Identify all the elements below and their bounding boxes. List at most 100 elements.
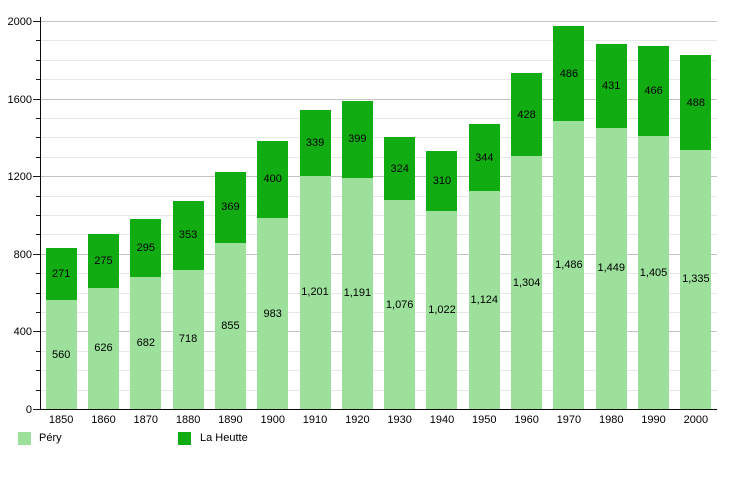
bar-segment-péry-1920: 1,191 [341,177,373,409]
y-tick-1500 [36,118,40,119]
bar-value-label: 1,124 [470,293,499,306]
bar-segment-péry-1850: 560 [45,300,77,409]
bar-value-label: 983 [263,307,282,320]
bar-value-label: 1,191 [343,287,372,300]
minor-gridline-1900 [40,40,717,42]
y-tick-600 [36,292,40,294]
y-axis-label-2000: 2000 [7,16,32,28]
x-axis-label-1860: 1860 [91,414,116,426]
bar-segment-la-heutte-1910: 339 [299,110,331,176]
bar-value-label: 626 [94,342,113,355]
bar-value-label: 399 [348,133,367,146]
bar-segment-la-heutte-1900: 400 [257,140,289,219]
bar-segment-la-heutte-1880: 353 [172,201,204,270]
x-axis-label-1880: 1880 [175,414,201,426]
bar-segment-péry-1900: 983 [257,218,289,409]
legend-label-pery: Péry [39,432,62,444]
x-axis-label-1970: 1970 [556,414,582,426]
bar-segment-péry-1870: 682 [130,276,162,409]
minor-gridline-500 [40,312,717,313]
x-axis-label-1960: 1960 [514,414,539,426]
x-axis-label-1870: 1870 [133,414,159,426]
bar-value-label: 1,405 [639,266,668,279]
y-axis-line [40,17,41,409]
bar-value-label: 310 [432,174,452,187]
x-axis-label-1940: 1940 [429,414,455,426]
y-tick-100 [36,389,40,391]
y-axis-label-800: 800 [13,248,32,261]
bar-segment-la-heutte-1990: 466 [638,46,670,137]
bar-segment-la-heutte-2000: 488 [680,55,712,150]
x-axis-label-1980: 1980 [598,414,624,426]
bar-segment-péry-1860: 626 [87,287,119,409]
x-axis-label-2000: 2000 [683,414,709,426]
bar-value-label: 1,022 [428,303,456,316]
bar-segment-péry-1990: 1,405 [638,136,670,409]
bar-value-label: 339 [305,137,325,150]
bar-value-label: 682 [136,336,155,349]
y-tick-500 [36,312,40,313]
y-tick-900 [36,234,40,236]
bar-value-label: 295 [136,242,155,255]
y-tick-200 [36,370,40,372]
bar-value-label: 560 [51,348,71,361]
y-axis-label-1200: 1200 [7,171,32,184]
bar-segment-la-heutte-1850: 271 [45,247,77,301]
y-tick-1200 [33,176,40,178]
legend-swatch-la-heutte [178,432,191,445]
bar-segment-la-heutte-1980: 431 [595,44,627,128]
x-axis-label-1900: 1900 [260,414,285,426]
y-tick-1100 [36,195,40,197]
major-gridline-400 [40,331,717,333]
bar-segment-péry-2000: 1,335 [680,150,712,409]
bar-segment-la-heutte-1940: 310 [426,150,458,211]
y-tick-1000 [36,215,40,216]
bar-segment-la-heutte-1950: 344 [468,124,500,191]
x-axis-label-1850: 1850 [48,414,74,426]
bar-segment-la-heutte-1890: 369 [214,171,246,244]
bar-segment-la-heutte-1930: 324 [384,137,416,201]
x-axis-line [40,409,717,410]
minor-gridline-1700 [40,79,717,81]
y-tick-400 [33,331,40,333]
major-gridline-2000 [40,21,717,22]
x-axis-label-1910: 1910 [302,414,328,426]
y-axis-label-400: 400 [13,326,32,339]
minor-gridline-100 [40,389,717,391]
bar-segment-la-heutte-1870: 295 [130,219,162,277]
minor-gridline-1400 [40,137,717,139]
minor-gridline-1100 [40,195,717,197]
y-tick-700 [36,273,40,275]
bar-value-label: 488 [686,96,706,109]
y-axis-label-0: 0 [25,404,32,416]
x-axis-label-1920: 1920 [345,414,370,426]
x-axis-label-1890: 1890 [218,414,243,426]
bar-value-label: 1,486 [555,258,583,271]
bar-value-label: 1,449 [597,262,625,275]
bar-value-label: 855 [221,320,240,333]
legend-swatch-pery [18,432,31,445]
legend-label-la-heutte: La Heutte [200,432,248,444]
bar-segment-la-heutte-1860: 275 [87,234,119,288]
x-axis-label-1950: 1950 [472,414,497,426]
y-tick-1400 [36,137,40,139]
y-tick-300 [36,350,40,352]
bar-value-label: 275 [94,254,113,267]
bar-value-label: 324 [390,162,409,175]
y-tick-1300 [36,156,40,158]
bar-segment-la-heutte-1920: 399 [341,100,373,178]
minor-gridline-1500 [40,118,717,119]
bar-value-label: 344 [475,151,494,164]
x-axis-label-1930: 1930 [387,414,412,426]
bar-segment-péry-1950: 1,124 [468,190,500,409]
bar-value-label: 431 [602,80,621,93]
minor-gridline-1800 [40,59,717,61]
bar-segment-péry-1970: 1,486 [553,120,585,409]
bar-value-label: 718 [178,333,198,346]
bar-segment-la-heutte-1960: 428 [511,72,543,157]
bar-value-label: 271 [51,268,71,281]
bar-segment-péry-1910: 1,201 [299,176,331,409]
minor-gridline-200 [40,370,717,372]
bar-value-label: 1,201 [301,286,329,299]
